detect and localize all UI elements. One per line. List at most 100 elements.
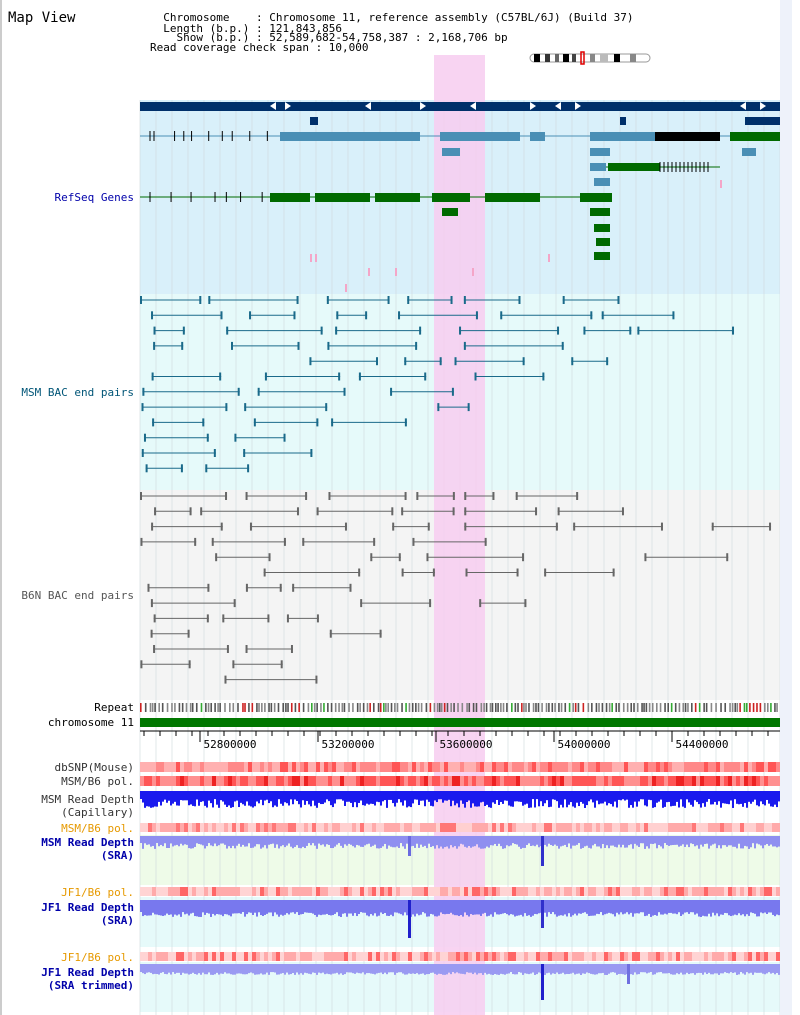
msm-sra-depth-bar	[628, 836, 630, 846]
jf1-depth-bar	[558, 900, 560, 916]
repeat-element	[438, 703, 441, 712]
jf1-pol-cell-2	[264, 952, 268, 961]
repeat-element	[694, 703, 697, 712]
msm-pol-cell	[552, 776, 556, 786]
repeat-element	[605, 703, 608, 712]
jf1-depth-bar	[218, 900, 220, 915]
msm-capillary-depth-bar	[258, 791, 260, 804]
msm-capillary-depth-bar	[734, 791, 736, 800]
msm-sra-depth-bar	[546, 836, 548, 847]
msm-bac-pair-end	[637, 326, 640, 335]
msm-bac-pair-end	[151, 372, 154, 381]
jf1-trim-depth-bar	[284, 964, 286, 975]
dbsnp-cell	[692, 762, 696, 772]
jf1-pol-cell-2	[268, 952, 272, 961]
msm-capillary-depth-bar	[264, 791, 266, 801]
msm-sra-depth-bar	[290, 836, 292, 847]
msm-capillary-depth-bar	[324, 791, 326, 803]
msm-sra-depth-bar	[158, 836, 160, 847]
jf1-depth-bar	[600, 900, 602, 913]
jf1-depth-bar	[366, 900, 368, 916]
repeat-element	[307, 703, 310, 712]
jf1-trim-depth-bar	[688, 964, 690, 975]
msm-sra-depth-bar	[620, 836, 622, 848]
jf1-depth-bar	[488, 900, 490, 916]
jf1-pol-cell-2	[420, 952, 424, 961]
dbsnp-cell	[452, 762, 456, 772]
msm-bac-track[interactable]	[140, 296, 735, 473]
jf1-trim-depth-bar	[148, 964, 150, 973]
jf1-pol-cell-2	[440, 952, 444, 961]
jf1-trim-depth-bar	[656, 964, 658, 973]
msm-sra-depth-bar	[186, 836, 188, 845]
msm-sra-depth-bar	[216, 836, 218, 847]
msm-sra-depth-bar	[648, 836, 650, 849]
jf1-trim-depth-bar	[472, 964, 474, 975]
dbsnp-cell	[468, 762, 472, 772]
msm-sra-depth-bar	[630, 836, 632, 845]
refseq-genes-track[interactable]	[140, 102, 780, 292]
jf1-trim-depth-bar	[278, 964, 280, 975]
jf1-pol-cell	[252, 887, 256, 896]
jf1-trim-depth-bar	[152, 964, 154, 975]
jf1-trim-depth-bar	[258, 964, 260, 975]
jf1-depth-bar	[658, 900, 660, 913]
jf1-pol-cell	[176, 887, 180, 896]
msm-sra-depth-bar	[404, 836, 406, 849]
msm-capillary-depth-bar	[550, 791, 552, 807]
msm-pol-orange-cell	[736, 823, 740, 832]
jf1-trim-depth-bar	[438, 964, 440, 974]
jf1-trim-depth-bar	[550, 964, 552, 975]
msm-bac-pair-end	[601, 311, 604, 320]
jf1-depth-bar	[608, 900, 610, 913]
jf1-trim-depth-bar	[276, 964, 278, 975]
jf1-pol-cell	[704, 887, 708, 896]
jf1-depth-bar	[348, 900, 350, 914]
b6n-bac-pair-end	[452, 492, 455, 500]
msm-pol-cell	[240, 776, 244, 786]
msm-pol-cell	[220, 776, 224, 786]
b6n-bac-track[interactable]	[140, 492, 772, 684]
jf1-trim-depth-bar	[526, 964, 528, 974]
jf1-pol-cell	[280, 887, 284, 896]
msm-sra-depth-bar	[730, 836, 732, 846]
msm-bac-pair-end	[343, 387, 346, 396]
scrollbar-track[interactable]	[792, 0, 800, 1015]
jf1-pol-cell-2	[588, 952, 592, 961]
msm-bac-pair-end	[309, 357, 312, 366]
read-depth-tracks[interactable]	[140, 791, 780, 1000]
msm-pol-cell	[336, 776, 340, 786]
msm-capillary-depth-bar	[566, 791, 568, 808]
repeat-track[interactable]	[140, 703, 778, 712]
msm-sra-depth-bar	[244, 836, 246, 847]
jf1-depth-bar	[456, 900, 458, 916]
jf1-trim-depth-bar	[356, 964, 358, 973]
msm-capillary-depth-bar	[706, 791, 708, 802]
msm-pol-cell	[480, 776, 484, 786]
dbsnp-cell	[400, 762, 404, 772]
msm-bac-pair-end	[450, 296, 453, 304]
msm-capillary-depth-bar	[672, 791, 674, 806]
msm-capillary-depth-bar	[384, 791, 386, 801]
msm-sra-depth-bar	[456, 836, 458, 849]
msm-capillary-depth-bar	[742, 791, 744, 807]
msm-capillary-depth-bar	[284, 791, 286, 803]
msm-pol-orange-cell	[348, 823, 352, 832]
jf1-depth-bar	[774, 900, 776, 917]
chromosome-bar[interactable]	[140, 718, 780, 727]
msm-pol-orange-cell	[268, 823, 272, 832]
msm-bac-pair-end	[297, 341, 300, 350]
polymorphism-tracks[interactable]	[140, 762, 780, 961]
msm-pol-orange-cell	[504, 823, 508, 832]
msm-capillary-depth-bar	[330, 791, 332, 806]
msm-capillary-depth-bar	[692, 791, 694, 807]
jf1-depth-bar	[160, 900, 162, 916]
dbsnp-cell	[176, 762, 180, 772]
minor-feature	[368, 268, 370, 276]
chromosome-ideogram[interactable]	[529, 51, 651, 65]
b6n-bac-pair-end	[140, 660, 143, 669]
msm-capillary-depth-bar	[732, 791, 734, 808]
msm-sra-depth-bar	[560, 836, 562, 847]
jf1-trim-depth-bar	[524, 964, 526, 974]
